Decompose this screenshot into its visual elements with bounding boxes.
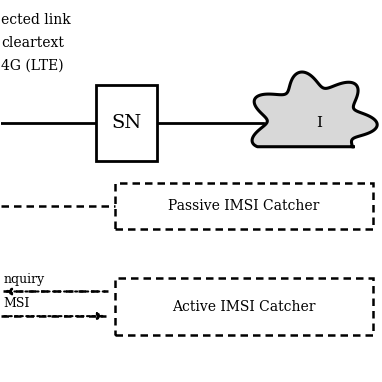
- Text: Active IMSI Catcher: Active IMSI Catcher: [172, 299, 316, 314]
- Text: 4G (LTE): 4G (LTE): [2, 59, 64, 73]
- Bar: [96, 85, 157, 161]
- PathPatch shape: [252, 72, 377, 147]
- Text: cleartext: cleartext: [2, 36, 64, 50]
- Text: I: I: [316, 116, 322, 130]
- Text: SN: SN: [112, 114, 142, 132]
- Text: MSI: MSI: [3, 298, 30, 311]
- Text: Passive IMSI Catcher: Passive IMSI Catcher: [168, 199, 320, 213]
- Bar: [115, 183, 373, 229]
- Bar: [115, 278, 373, 335]
- Text: ected link: ected link: [2, 13, 71, 28]
- Text: nquiry: nquiry: [3, 273, 45, 286]
